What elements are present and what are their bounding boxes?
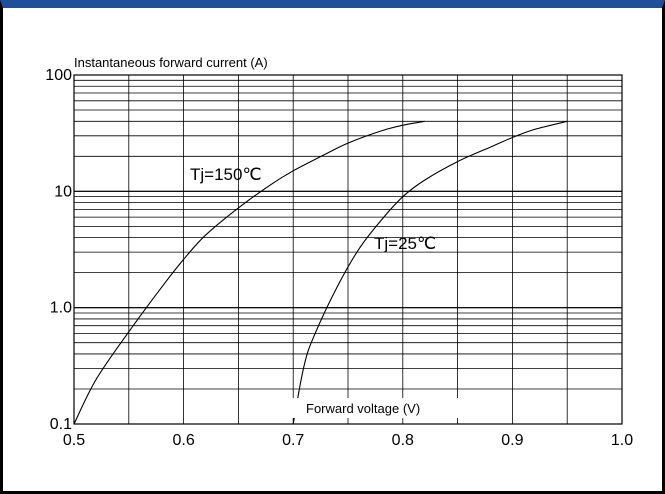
x-axis-label-backdrop xyxy=(292,398,468,418)
x-tick-label: 0.8 xyxy=(392,432,414,449)
curve-tj150 xyxy=(73,120,425,425)
x-tick-label: 0.6 xyxy=(172,432,194,449)
y-tick-label: 10 xyxy=(54,183,72,200)
curves xyxy=(73,120,568,425)
tick-labels: 0.5 0.6 0.7 0.8 0.9 1.0 0.1 1.0 10 100 xyxy=(45,67,633,449)
y-tick-label: 0.1 xyxy=(50,416,72,433)
curve-tj25 xyxy=(292,120,568,425)
x-tick-label: 1.0 xyxy=(611,432,633,449)
x-tick-label: 0.7 xyxy=(282,432,304,449)
y-tick-label: 100 xyxy=(45,67,72,84)
y-tick-label: 1.0 xyxy=(50,300,72,317)
grid xyxy=(73,74,623,425)
x-tick-label: 0.9 xyxy=(501,432,523,449)
series-label-tj25: Tj=25℃ xyxy=(374,234,436,253)
y-axis-label: Instantaneous forward current (A) xyxy=(74,55,268,70)
series-label-tj150: Tj=150℃ xyxy=(190,165,262,184)
x-tick-label: 0.5 xyxy=(63,432,85,449)
x-axis-label: Forward voltage (V) xyxy=(306,401,420,416)
